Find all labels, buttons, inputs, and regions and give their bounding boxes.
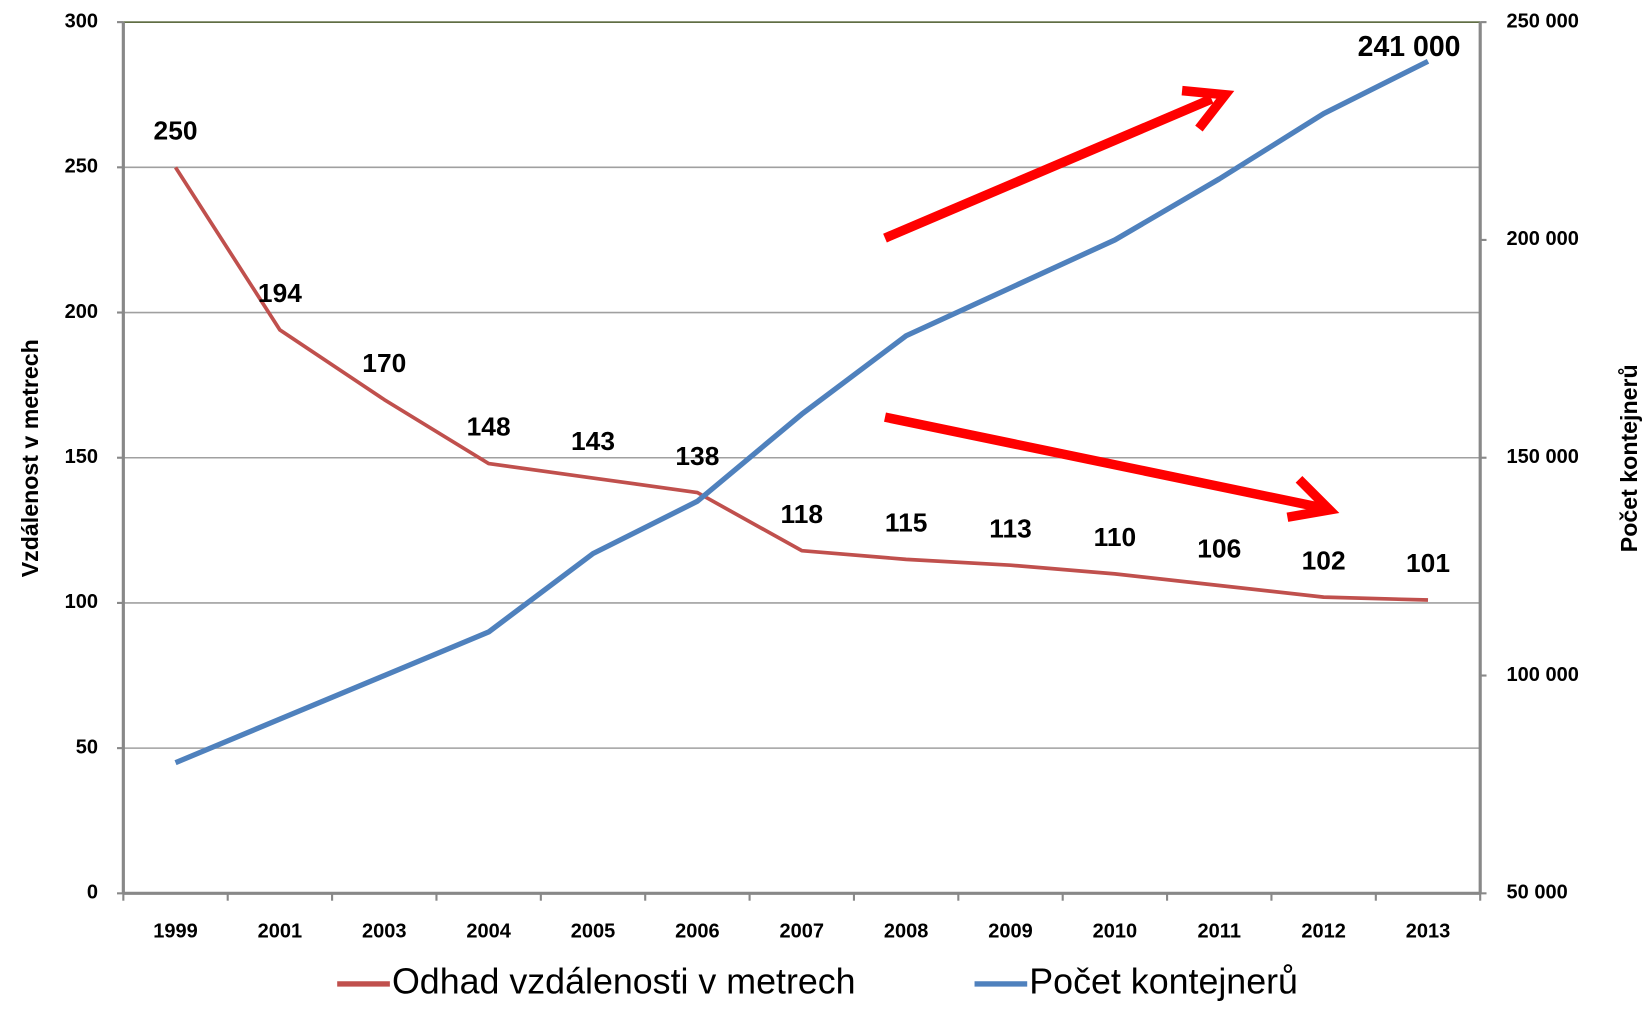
data-label: 106: [1197, 534, 1241, 564]
y2-tick-label: 50 000: [1507, 882, 1568, 904]
data-label: 102: [1302, 545, 1346, 575]
x-tick-label: 2009: [988, 921, 1032, 943]
data-label: 194: [258, 278, 302, 308]
data-label: 101: [1406, 548, 1450, 578]
x-tick-label: 2011: [1198, 921, 1241, 943]
y-tick-label: 150: [65, 446, 98, 468]
y-tick-label: 250: [65, 156, 98, 178]
x-tick-label: 2006: [675, 921, 719, 943]
arrow-up: [883, 94, 1214, 243]
x-tick-label: 1999: [153, 921, 198, 943]
arrows: [883, 85, 1340, 522]
x-tick-label: 2004: [466, 921, 511, 943]
data-label: 143: [571, 426, 615, 456]
data-label: 113: [989, 513, 1031, 543]
data-label: 115: [885, 508, 927, 538]
y-tick-label: 0: [87, 882, 98, 904]
x-tick-label: 2007: [780, 921, 824, 943]
arrow-down: [884, 412, 1324, 513]
arrow-down-head: [1286, 475, 1340, 522]
data-label: 241 000: [1358, 31, 1461, 63]
series-line: [173, 166, 1429, 602]
y2-tick-label: 100 000: [1507, 664, 1579, 686]
x-tick-label: 2001: [258, 921, 302, 943]
y-tick-label: 300: [65, 10, 98, 32]
y-axis-title: Vzdálenost v metrech: [17, 339, 43, 577]
y2-tick-label: 150 000: [1507, 446, 1579, 468]
y-tick-label: 200: [65, 301, 98, 323]
x-tick-label: 2010: [1093, 921, 1138, 943]
x-tick-label: 2013: [1406, 921, 1451, 943]
legend-label: Počet kontejnerů: [1029, 961, 1298, 1001]
y2-axis-title: Počet kontejnerů: [1616, 364, 1642, 552]
data-label: 148: [467, 412, 511, 442]
y-tick-label: 100: [65, 591, 98, 613]
legend-label: Odhad vzdálenosti v metrech: [392, 961, 856, 1001]
data-label: 170: [362, 348, 406, 378]
data-label: 250: [154, 116, 198, 146]
arrow-up-head: [1181, 85, 1235, 132]
x-tick-label: 2012: [1301, 921, 1346, 943]
y2-tick-label: 200 000: [1507, 228, 1579, 250]
x-tick-label: 2003: [362, 921, 407, 943]
series-line: [174, 58, 1430, 766]
x-tick-label: 2005: [571, 921, 615, 943]
x-tick-label: 2008: [884, 921, 928, 943]
y2-tick-label: 250 000: [1507, 10, 1579, 32]
data-label: 118: [781, 499, 823, 529]
data-label: 110: [1094, 522, 1136, 552]
y-tick-label: 50: [76, 736, 98, 758]
data-label: 138: [675, 441, 719, 471]
